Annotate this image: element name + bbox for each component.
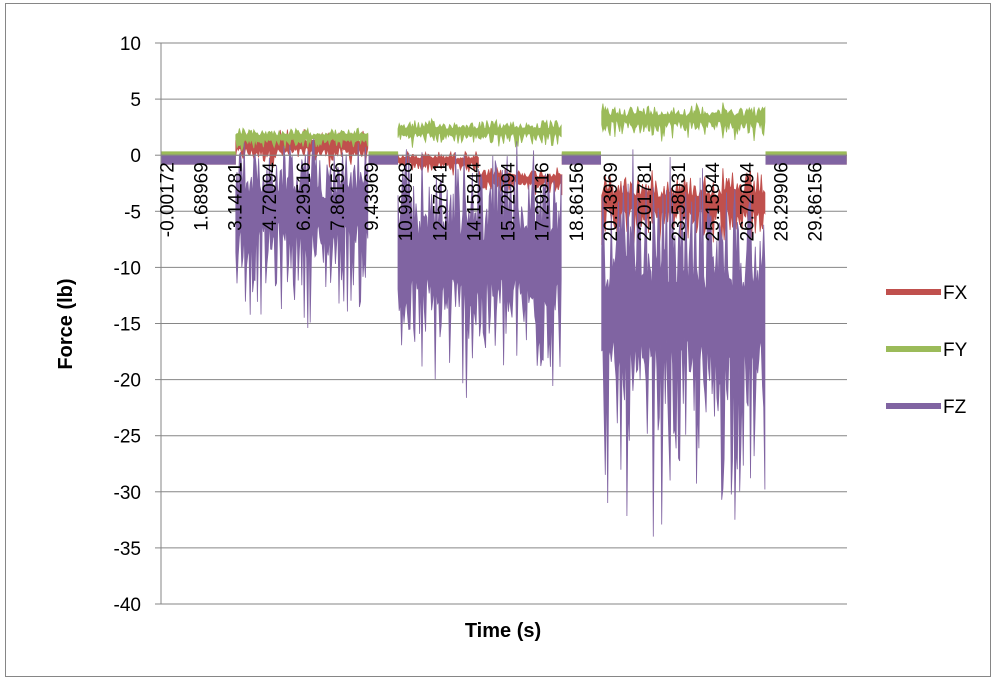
x-tick-label: 29.86156: [806, 162, 827, 241]
y-tick-label: -15: [114, 315, 141, 336]
series-fx-segment: [601, 168, 766, 246]
x-tick-label: 9.43969: [362, 162, 383, 231]
legend-label: FX: [943, 283, 968, 304]
legend-label: FY: [943, 340, 968, 361]
series-fy-segment: [601, 102, 766, 142]
series-fy-segment: [235, 127, 369, 151]
x-tick-label: -0.00172: [158, 162, 179, 237]
x-tick-label: 18.86156: [567, 162, 588, 241]
x-tick-label: 4.72094: [260, 162, 281, 231]
force-chart: 10 5 0 -5 -10 -15 -20 -25 -30 -35 -40 -0.00172 1.68…: [55, 34, 968, 642]
axes: [160, 43, 847, 604]
x-tick-label: 17.29516: [533, 162, 554, 241]
series-fz-segment: [235, 138, 369, 329]
x-tick-label: 25.15844: [703, 162, 724, 242]
series-fy-segment: [397, 117, 562, 148]
series-fz-segment: [601, 149, 766, 537]
y-axis-title: Force (lb): [55, 278, 77, 369]
y-tick-label: 0: [130, 146, 141, 167]
legend-item-fy: FY: [886, 340, 968, 361]
y-tick-label: -35: [114, 539, 141, 560]
x-tick-label: 1.68969: [192, 162, 213, 231]
legend-item-fx: FX: [886, 283, 968, 304]
x-tick-label: 15.72094: [499, 162, 520, 242]
x-tick-label: 14.15844: [464, 162, 485, 242]
y-tick-label: 10: [120, 34, 141, 55]
series-fz: [160, 138, 847, 537]
series-fx-segment: [397, 150, 479, 176]
x-tick-label: 6.29516: [294, 162, 315, 231]
x-tick-label: 26.72094: [737, 162, 758, 242]
legend: FX FY FZ: [886, 283, 968, 418]
x-tick-label: 23.58031: [669, 162, 690, 241]
y-tick-label: -40: [114, 595, 141, 616]
y-tick-label: -25: [114, 427, 141, 448]
x-tick-label: 22.01781: [635, 162, 656, 241]
x-axis-title: Time (s): [465, 620, 541, 642]
legend-label: FZ: [943, 397, 967, 418]
x-tick-label: 20.43969: [601, 162, 622, 241]
y-tick-labels: 10 5 0 -5 -10 -15 -20 -25 -30 -35 -40: [114, 34, 141, 616]
series-fz-segment: [397, 141, 562, 398]
x-tick-label: 28.29906: [771, 162, 792, 241]
legend-item-fz: FZ: [886, 397, 967, 418]
x-tick-label: 3.14281: [226, 162, 247, 231]
x-tick-labels: -0.00172 1.68969 3.14281 4.72094 6.29516 7.86…: [158, 162, 827, 242]
y-tick-label: 5: [130, 90, 141, 111]
series-areas: [160, 102, 847, 537]
x-tick-label: 10.99828: [396, 162, 417, 241]
chart-frame: 10 5 0 -5 -10 -15 -20 -25 -30 -35 -40 -0.00172 1.68…: [5, 3, 991, 677]
y-tick-label: -10: [114, 258, 141, 279]
x-tick-label: 12.57641: [430, 162, 451, 241]
y-tick-label: -30: [114, 483, 141, 504]
x-tick-label: 7.86156: [328, 162, 349, 231]
y-tick-label: -20: [114, 371, 141, 392]
y-tick-label: -5: [124, 202, 141, 223]
